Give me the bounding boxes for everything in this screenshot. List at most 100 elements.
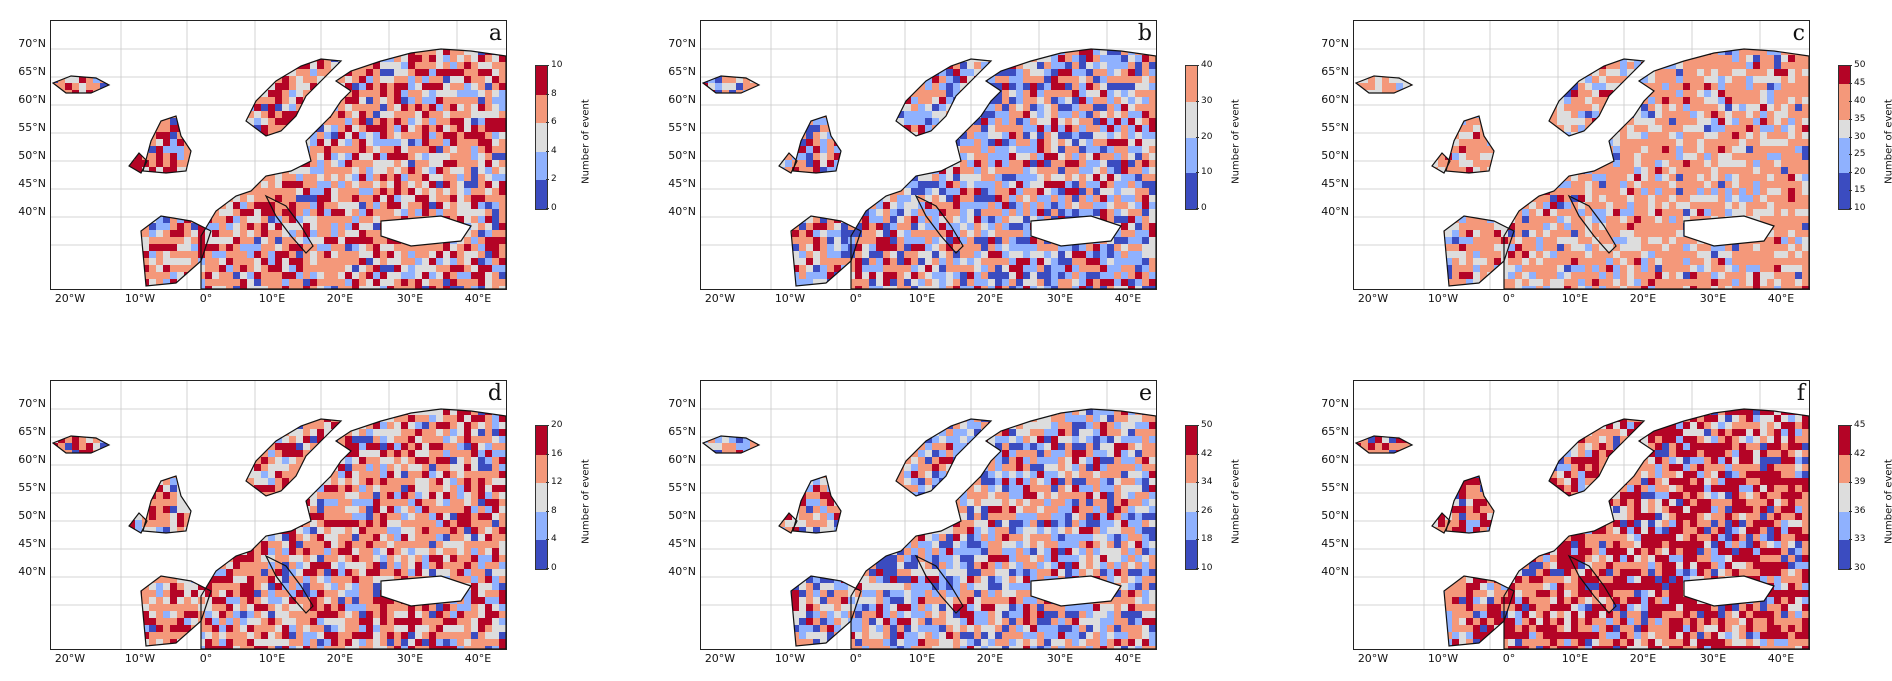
grid-cell [764, 97, 772, 105]
grid-cell [974, 251, 982, 259]
grid-cell [974, 244, 982, 252]
grid-cell [764, 209, 772, 217]
grid-cell [289, 181, 297, 189]
grid-cell [338, 132, 346, 140]
grid-cell [1107, 111, 1115, 119]
grid-cell [72, 209, 80, 217]
grid-cell [1100, 279, 1108, 287]
grid-cell [177, 146, 185, 154]
grid-cell [1072, 55, 1080, 63]
grid-cell [1044, 83, 1052, 91]
grid-cell [1149, 188, 1156, 196]
grid-cell [736, 272, 744, 280]
grid-cell [967, 237, 975, 245]
grid-cell [1023, 62, 1031, 70]
grid-cell [135, 55, 143, 63]
grid-cell [450, 160, 458, 168]
grid-cell [114, 286, 122, 289]
grid-cell [422, 202, 430, 210]
grid-cell [254, 216, 262, 224]
grid-cell [261, 202, 269, 210]
grid-cell [275, 174, 283, 182]
grid-cell [296, 216, 304, 224]
grid-cell [219, 209, 227, 217]
grid-cell [219, 237, 227, 245]
grid-cell [254, 244, 262, 252]
grid-cell [771, 237, 779, 245]
grid-cell [862, 230, 870, 238]
grid-cell [981, 125, 989, 133]
grid-cell [778, 118, 786, 126]
grid-cell [1058, 265, 1066, 273]
grid-cell [415, 76, 423, 84]
grid-cell [1072, 265, 1080, 273]
grid-cell [1107, 195, 1115, 203]
grid-cell [394, 125, 402, 133]
grid-cell [422, 41, 430, 49]
grid-cell [911, 272, 919, 280]
grid-cell [156, 195, 164, 203]
grid-cell [1079, 125, 1087, 133]
grid-cell [443, 97, 451, 105]
grid-cell [450, 195, 458, 203]
grid-cell [855, 244, 863, 252]
grid-cell [219, 41, 227, 49]
grid-cell [268, 118, 276, 126]
grid-cell [785, 90, 793, 98]
grid-cell [703, 153, 709, 161]
grid-cell [471, 125, 479, 133]
grid-cell [100, 174, 108, 182]
grid-cell [1114, 202, 1122, 210]
grid-cell [450, 209, 458, 217]
grid-cell [834, 230, 842, 238]
grid-cell [757, 97, 765, 105]
grid-cell [450, 188, 458, 196]
grid-cell [100, 167, 108, 175]
grid-cell [946, 97, 954, 105]
grid-cell [184, 258, 192, 266]
grid-cell [876, 118, 884, 126]
grid-cell [380, 174, 388, 182]
grid-cell [995, 195, 1003, 203]
grid-cell [289, 146, 297, 154]
grid-cell [1732, 49, 1740, 56]
grid-cell [478, 188, 486, 196]
grid-cell [939, 223, 947, 231]
grid-cell [1072, 41, 1080, 49]
grid-cell [988, 279, 996, 287]
grid-cell [820, 69, 828, 77]
grid-cell [904, 118, 912, 126]
grid-cell [1016, 41, 1024, 49]
grid-cell [121, 230, 129, 238]
grid-cell [317, 209, 325, 217]
grid-cell [191, 125, 199, 133]
grid-cell [750, 41, 758, 49]
grid-cell [219, 90, 227, 98]
grid-cell [1410, 41, 1418, 49]
grid-cell [65, 125, 73, 133]
grid-cell [86, 118, 94, 126]
grid-cell [1086, 167, 1094, 175]
grid-cell [464, 55, 472, 63]
grid-cell [65, 258, 73, 266]
grid-cell [471, 174, 479, 182]
grid-cell [1356, 55, 1362, 63]
grid-cell [135, 118, 143, 126]
grid-cell [464, 251, 472, 259]
grid-cell [820, 195, 828, 203]
grid-cell [324, 125, 332, 133]
grid-cell [282, 174, 290, 182]
grid-cell [862, 258, 870, 266]
grid-cell [708, 258, 716, 266]
grid-cell [1072, 146, 1080, 154]
grid-cell [142, 265, 150, 273]
grid-cell [303, 181, 311, 189]
grid-cell [841, 230, 849, 238]
grid-cell [806, 209, 814, 217]
grid-cell [72, 90, 80, 98]
grid-cell [883, 195, 891, 203]
grid-cell [1142, 286, 1150, 289]
grid-cell [1121, 279, 1129, 287]
grid-cell [394, 202, 402, 210]
grid-cell [841, 125, 849, 133]
